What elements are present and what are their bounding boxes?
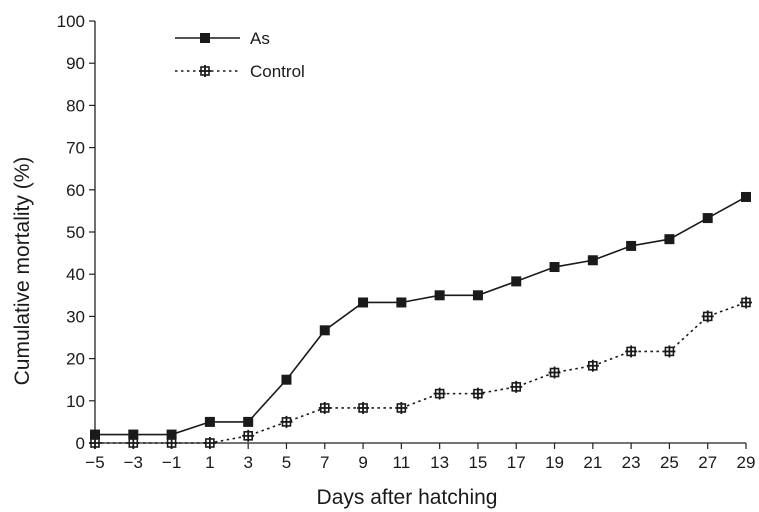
legend-label-control: Control xyxy=(250,62,305,81)
y-tick-label: 10 xyxy=(66,392,85,411)
x-tick-label: 7 xyxy=(320,453,329,472)
legend: As Control xyxy=(175,29,305,81)
y-tick-label: 50 xyxy=(66,223,85,242)
data-point-control xyxy=(663,345,676,358)
data-point-as xyxy=(741,191,751,202)
x-tick-label: 5 xyxy=(282,453,291,472)
series-as xyxy=(90,191,751,440)
x-tick-label: 27 xyxy=(698,453,717,472)
data-point-control xyxy=(471,387,484,400)
data-point-control xyxy=(280,415,293,428)
axes xyxy=(94,21,746,444)
x-tick-label: 13 xyxy=(430,453,449,472)
data-point-as xyxy=(90,429,100,440)
legend-label-as: As xyxy=(250,29,270,48)
legend-marker-control xyxy=(199,65,211,77)
data-point-control xyxy=(242,429,255,442)
series-line-as xyxy=(95,196,747,436)
x-axis-ticks: −5 −3 −1 1 3 5 7 9 11 13 15 17 19 21 23 25 27 29 xyxy=(85,443,755,472)
data-point-as xyxy=(243,416,254,427)
data-point-control xyxy=(701,310,714,323)
y-tick-label: 80 xyxy=(66,96,85,115)
data-point-control xyxy=(395,401,408,414)
data-point-control xyxy=(625,345,638,358)
x-tick-label: 17 xyxy=(507,453,526,472)
legend-marker-as xyxy=(200,33,210,43)
x-tick-label: 21 xyxy=(583,453,602,472)
data-point-control xyxy=(586,359,599,372)
data-point-control xyxy=(433,387,446,400)
legend-item-control: Control xyxy=(175,62,305,81)
data-point-control xyxy=(318,401,331,414)
data-point-as xyxy=(549,262,560,273)
data-point-control xyxy=(740,296,752,309)
data-point-as xyxy=(626,240,637,251)
data-point-control xyxy=(548,366,561,379)
x-tick-label: 15 xyxy=(468,453,487,472)
x-tick-label: 25 xyxy=(660,453,679,472)
x-tick-label: −1 xyxy=(162,453,181,472)
series-layer xyxy=(89,191,752,449)
x-tick-label: 1 xyxy=(205,453,214,472)
y-tick-label: 20 xyxy=(66,350,85,369)
y-axis-ticks: 0 10 20 30 40 50 60 70 80 90 100 xyxy=(57,12,95,453)
series-control xyxy=(89,296,752,449)
data-point-as xyxy=(587,255,598,266)
y-tick-label: 40 xyxy=(66,265,85,284)
data-point-as xyxy=(396,297,407,308)
data-point-control xyxy=(203,437,216,449)
x-tick-label: 9 xyxy=(358,453,367,472)
x-tick-label: −3 xyxy=(124,453,143,472)
data-point-as xyxy=(358,297,369,308)
series-line-control xyxy=(95,301,747,444)
data-point-control xyxy=(357,401,370,414)
x-tick-label: 23 xyxy=(622,453,641,472)
y-tick-label: 0 xyxy=(76,434,85,453)
y-tick-label: 60 xyxy=(66,181,85,200)
data-point-as xyxy=(319,325,330,336)
y-axis-title: Cumulative mortality (%) xyxy=(11,157,34,386)
data-point-as xyxy=(511,276,522,287)
y-tick-label: 70 xyxy=(66,139,85,158)
x-tick-label: 3 xyxy=(243,453,252,472)
data-point-as xyxy=(702,213,713,224)
data-point-as xyxy=(472,290,483,301)
data-point-as xyxy=(166,429,177,440)
data-point-as xyxy=(128,429,139,440)
x-tick-label: 19 xyxy=(545,453,564,472)
x-tick-label: −5 xyxy=(85,453,104,472)
data-point-as xyxy=(664,234,675,245)
data-point-as xyxy=(204,416,215,427)
data-point-control xyxy=(510,380,523,393)
data-point-as xyxy=(434,290,445,301)
y-tick-label: 100 xyxy=(57,12,85,31)
data-point-as xyxy=(281,374,292,385)
y-tick-label: 90 xyxy=(66,54,85,73)
x-tick-label: 29 xyxy=(737,453,756,472)
legend-item-as: As xyxy=(175,29,270,48)
y-tick-label: 30 xyxy=(66,307,85,326)
x-axis-title: Days after hatching xyxy=(317,486,498,509)
x-tick-label: 11 xyxy=(393,453,411,472)
